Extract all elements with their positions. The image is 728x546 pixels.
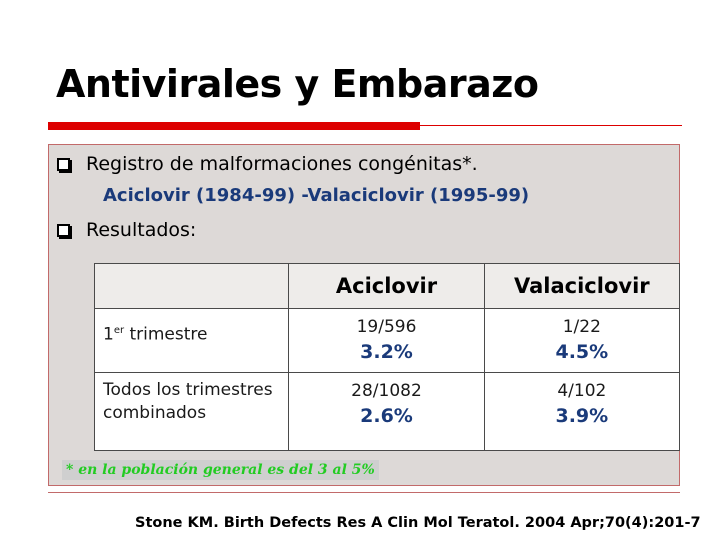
case-percentage: 2.6% bbox=[360, 405, 413, 427]
row-label-first-trimester: 1er trimestre bbox=[93, 308, 290, 373]
table-header-empty bbox=[93, 263, 290, 309]
case-percentage: 3.2% bbox=[360, 341, 413, 363]
square-bullet-icon bbox=[57, 223, 70, 237]
case-fraction: 19/596 bbox=[356, 317, 417, 337]
results-table: Aciclovir Valaciclovir 1er trimestre 19/… bbox=[93, 263, 681, 451]
footnote-general-population: * en la población general es del 3 al 5% bbox=[62, 460, 379, 480]
table-row: 1er trimestre 19/596 3.2% 1/22 4.5% bbox=[93, 308, 681, 373]
square-bullet-icon bbox=[57, 157, 70, 171]
bottom-divider-line bbox=[48, 492, 680, 493]
cell-aciclovir-first: 19/596 3.2% bbox=[288, 308, 485, 373]
table-header-row: Aciclovir Valaciclovir bbox=[93, 263, 681, 309]
case-fraction: 28/1082 bbox=[351, 381, 422, 401]
title-divider-line bbox=[420, 125, 682, 126]
row-label-all-trimesters: Todos los trimestres combinados bbox=[93, 372, 290, 451]
bullet-registry: Registro de malformaciones congénitas*. bbox=[57, 153, 478, 175]
bullet-text: Resultados: bbox=[86, 219, 197, 241]
case-percentage: 4.5% bbox=[555, 341, 609, 363]
table-row: Todos los trimestres combinados 28/1082 … bbox=[93, 372, 681, 451]
slide-title: Antivirales y Embarazo bbox=[56, 62, 539, 106]
citation-reference: Stone KM. Birth Defects Res A Clin Mol T… bbox=[135, 515, 701, 531]
case-percentage: 3.9% bbox=[555, 405, 609, 427]
drug-period-subline: Aciclovir (1984-99) -Valaciclovir (1995-… bbox=[103, 185, 530, 206]
title-accent-bar bbox=[48, 122, 420, 130]
bullet-text: Registro de malformaciones congénitas*. bbox=[86, 153, 478, 175]
cell-valaciclovir-all: 4/102 3.9% bbox=[483, 372, 681, 451]
table-header-valaciclovir: Valaciclovir bbox=[483, 263, 681, 309]
cell-valaciclovir-first: 1/22 4.5% bbox=[483, 308, 681, 373]
case-fraction: 4/102 bbox=[557, 381, 607, 401]
cell-aciclovir-all: 28/1082 2.6% bbox=[288, 372, 485, 451]
bullet-results: Resultados: bbox=[57, 219, 196, 241]
table-header-aciclovir: Aciclovir bbox=[288, 263, 485, 309]
case-fraction: 1/22 bbox=[562, 317, 601, 337]
